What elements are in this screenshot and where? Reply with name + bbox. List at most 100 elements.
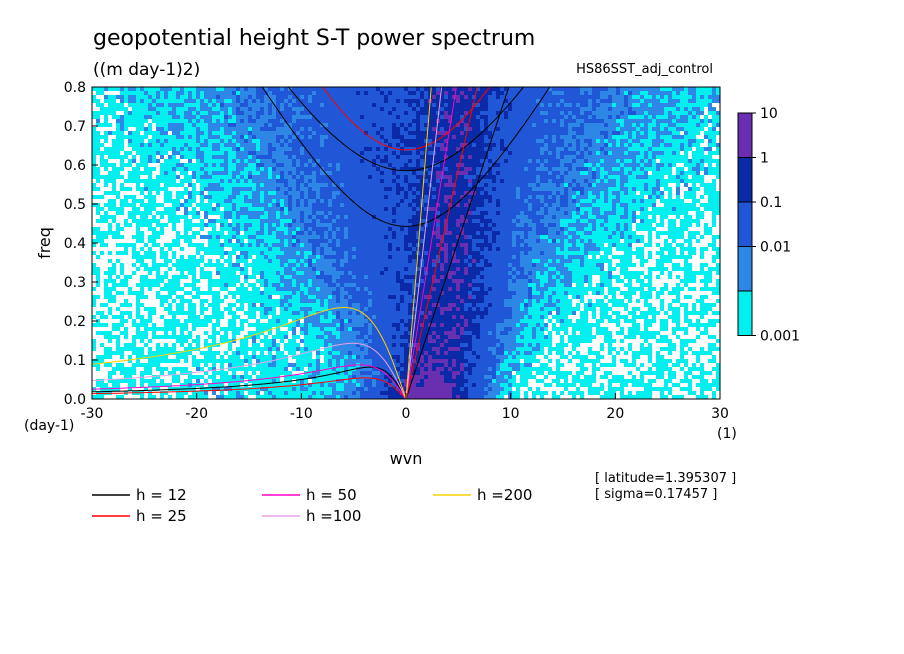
field-cell: [532, 151, 536, 155]
field-cell: [552, 99, 556, 103]
field-cell: [228, 103, 232, 107]
field-cell: [464, 147, 468, 151]
field-cell: [192, 115, 196, 119]
field-cell: [96, 123, 100, 127]
field-cell: [432, 127, 436, 131]
field-cell: [220, 183, 224, 187]
field-cell: [492, 191, 496, 195]
field-cell: [364, 155, 368, 159]
field-cell: [284, 203, 288, 207]
field-cell: [352, 91, 356, 95]
field-cell: [584, 187, 588, 191]
field-cell: [300, 163, 304, 167]
field-cell: [296, 159, 300, 163]
field-cell: [572, 143, 576, 147]
field-cell: [104, 115, 108, 119]
field-cell: [468, 111, 472, 115]
field-cell: [592, 87, 596, 91]
field-cell: [576, 171, 580, 175]
field-cell: [660, 95, 664, 99]
field-cell: [236, 139, 240, 143]
field-cell: [208, 139, 212, 143]
field-cell: [676, 103, 680, 107]
field-cell: [412, 91, 416, 95]
field-cell: [252, 191, 256, 195]
field-cell: [108, 203, 112, 207]
field-cell: [420, 175, 424, 179]
field-cell: [200, 123, 204, 127]
field-cell: [548, 191, 552, 195]
field-cell: [692, 179, 696, 183]
field-cell: [240, 179, 244, 183]
field-cell: [628, 103, 632, 107]
field-cell: [608, 195, 612, 199]
field-cell: [492, 95, 496, 99]
field-cell: [292, 195, 296, 199]
field-cell: [560, 139, 564, 143]
field-cell: [492, 143, 496, 147]
field-cell: [576, 203, 580, 207]
field-cell: [516, 123, 520, 127]
field-cell: [460, 171, 464, 175]
field-cell: [136, 191, 140, 195]
field-cell: [688, 143, 692, 147]
field-cell: [432, 195, 436, 199]
field-cell: [380, 199, 384, 203]
field-cell: [220, 159, 224, 163]
field-cell: [228, 199, 232, 203]
field-cell: [568, 147, 572, 151]
field-cell: [504, 103, 508, 107]
field-cell: [596, 187, 600, 191]
field-cell: [260, 139, 264, 143]
field-cell: [260, 123, 264, 127]
field-cell: [572, 203, 576, 207]
field-cell: [432, 99, 436, 103]
field-cell: [336, 107, 340, 111]
field-cell: [604, 111, 608, 115]
field-cell: [616, 135, 620, 139]
field-cell: [140, 95, 144, 99]
field-cell: [528, 115, 532, 119]
field-cell: [360, 183, 364, 187]
field-cell: [560, 167, 564, 171]
field-cell: [208, 111, 212, 115]
field-cell: [96, 151, 100, 155]
field-cell: [144, 131, 148, 135]
field-cell: [212, 175, 216, 179]
field-cell: [224, 167, 228, 171]
field-cell: [344, 123, 348, 127]
field-cell: [504, 155, 508, 159]
field-cell: [540, 179, 544, 183]
field-cell: [596, 115, 600, 119]
field-cell: [148, 211, 152, 215]
field-cell: [392, 139, 396, 143]
field-cell: [268, 115, 272, 119]
field-cell: [268, 139, 272, 143]
field-cell: [516, 183, 520, 187]
field-cell: [472, 155, 476, 159]
field-cell: [120, 131, 124, 135]
field-cell: [416, 91, 420, 95]
field-cell: [628, 123, 632, 127]
field-cell: [104, 183, 108, 187]
field-cell: [172, 203, 176, 207]
field-cell: [304, 131, 308, 135]
field-cell: [260, 115, 264, 119]
field-cell: [672, 191, 676, 195]
field-cell: [128, 199, 132, 203]
field-cell: [224, 175, 228, 179]
field-cell: [676, 115, 680, 119]
field-cell: [556, 203, 560, 207]
field-cell: [308, 119, 312, 123]
field-cell: [232, 203, 236, 207]
field-cell: [624, 123, 628, 127]
field-cell: [672, 167, 676, 171]
field-cell: [200, 91, 204, 95]
field-cell: [124, 151, 128, 155]
field-cell: [344, 127, 348, 131]
field-cell: [324, 139, 328, 143]
field-cell: [524, 103, 528, 107]
field-cell: [372, 143, 376, 147]
field-cell: [264, 99, 268, 103]
field-cell: [360, 195, 364, 199]
